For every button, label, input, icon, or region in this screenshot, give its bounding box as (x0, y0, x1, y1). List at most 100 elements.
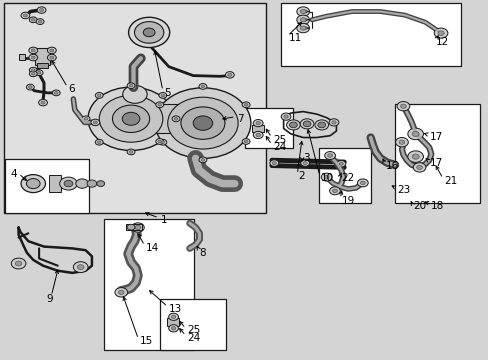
Text: 14: 14 (145, 243, 159, 253)
Circle shape (314, 120, 328, 130)
Circle shape (91, 119, 100, 126)
Circle shape (37, 7, 46, 13)
Circle shape (412, 163, 425, 172)
Circle shape (158, 103, 161, 106)
Circle shape (286, 120, 300, 130)
Circle shape (31, 49, 35, 52)
Circle shape (168, 313, 178, 320)
Circle shape (64, 180, 73, 187)
Circle shape (396, 102, 409, 111)
Circle shape (47, 54, 56, 61)
Text: 22: 22 (341, 173, 354, 183)
Circle shape (300, 9, 305, 14)
Text: 7: 7 (236, 114, 243, 124)
Circle shape (41, 101, 45, 104)
Circle shape (331, 121, 335, 124)
Circle shape (300, 18, 305, 22)
Circle shape (127, 83, 135, 89)
Circle shape (159, 93, 166, 98)
Circle shape (227, 73, 231, 76)
Circle shape (127, 149, 135, 155)
Circle shape (155, 88, 250, 158)
Circle shape (411, 154, 418, 159)
Circle shape (296, 7, 309, 16)
Circle shape (50, 49, 54, 52)
Circle shape (244, 140, 247, 143)
Circle shape (97, 141, 101, 144)
Bar (281, 3, 460, 66)
Text: 17: 17 (428, 132, 442, 142)
Circle shape (31, 18, 35, 21)
Text: 8: 8 (199, 248, 206, 258)
Circle shape (122, 85, 147, 103)
Circle shape (289, 122, 297, 128)
Circle shape (129, 84, 133, 87)
Circle shape (76, 179, 88, 188)
Circle shape (168, 325, 178, 332)
Circle shape (128, 17, 169, 48)
Bar (167, 318, 179, 326)
Circle shape (29, 17, 37, 23)
Circle shape (181, 107, 224, 139)
Circle shape (256, 122, 260, 125)
Circle shape (324, 152, 335, 159)
Text: 15: 15 (139, 336, 152, 346)
Circle shape (29, 67, 37, 73)
Bar (35, 48, 50, 65)
Circle shape (84, 117, 88, 120)
Circle shape (29, 71, 37, 77)
Circle shape (303, 121, 310, 127)
Circle shape (131, 223, 144, 232)
Circle shape (82, 116, 90, 122)
Text: 2: 2 (298, 171, 305, 181)
Circle shape (26, 179, 40, 189)
Circle shape (93, 121, 97, 124)
Circle shape (37, 71, 41, 74)
Circle shape (54, 91, 58, 94)
Circle shape (324, 175, 328, 179)
Circle shape (296, 15, 309, 24)
Text: 12: 12 (435, 37, 448, 48)
Circle shape (360, 181, 365, 185)
Circle shape (167, 97, 238, 149)
Text: 21: 21 (443, 176, 456, 186)
Circle shape (97, 181, 104, 186)
Text: 9: 9 (46, 294, 53, 304)
Circle shape (296, 23, 309, 33)
Circle shape (122, 112, 140, 125)
Circle shape (97, 94, 101, 97)
Circle shape (40, 9, 43, 12)
Circle shape (99, 95, 163, 142)
Text: 20: 20 (412, 201, 426, 211)
Circle shape (201, 158, 204, 161)
Circle shape (300, 160, 309, 166)
Circle shape (398, 140, 404, 144)
Circle shape (225, 72, 234, 78)
Circle shape (336, 161, 345, 167)
Bar (104, 219, 194, 350)
Circle shape (50, 56, 54, 59)
Circle shape (317, 122, 325, 128)
Circle shape (156, 139, 163, 144)
Circle shape (28, 86, 32, 89)
Text: 24: 24 (186, 333, 200, 343)
Circle shape (193, 116, 212, 130)
Circle shape (300, 26, 305, 30)
Circle shape (47, 47, 56, 54)
Text: 6: 6 (68, 84, 75, 94)
Circle shape (127, 224, 135, 230)
Circle shape (272, 162, 276, 165)
Text: 24: 24 (272, 142, 285, 152)
Circle shape (36, 19, 44, 24)
Bar (5, 159, 89, 213)
Circle shape (199, 157, 206, 163)
Circle shape (357, 179, 367, 187)
Circle shape (201, 85, 204, 88)
Circle shape (159, 139, 166, 145)
Circle shape (156, 102, 163, 108)
Circle shape (35, 70, 43, 76)
Circle shape (52, 90, 60, 96)
Circle shape (135, 225, 141, 230)
Circle shape (38, 20, 42, 23)
Bar (19, 54, 25, 60)
